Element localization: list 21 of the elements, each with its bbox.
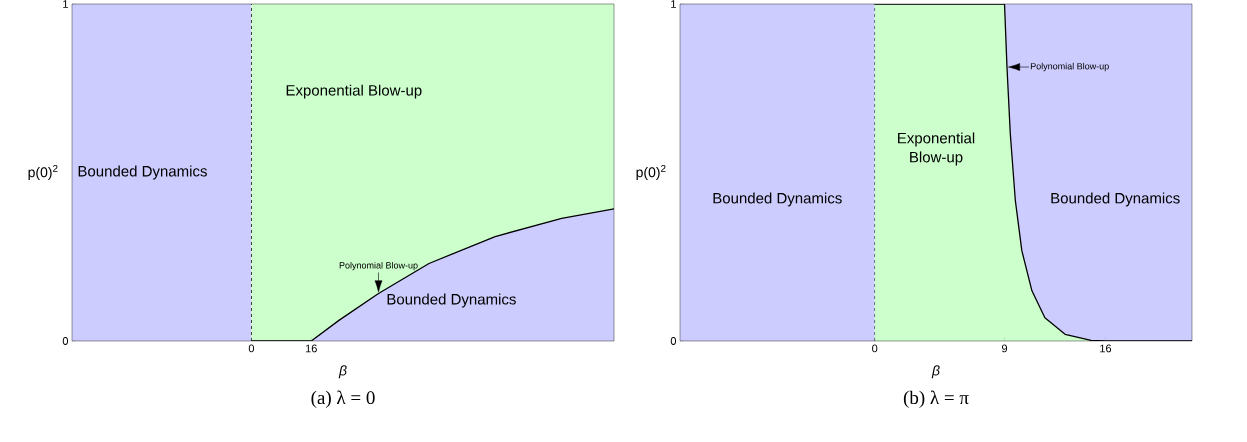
x-tick-label: 0 — [248, 344, 255, 353]
x-axis-title: β — [931, 365, 940, 379]
annotation: Exponential Blow-up — [898, 132, 975, 166]
x-tick-label: 16 — [1100, 344, 1112, 353]
annotation: Polynomial Blow-up — [339, 261, 418, 271]
x-tick-label: 0 — [872, 344, 878, 353]
x-tick-label: 9 — [1001, 344, 1008, 353]
annotation: Bounded Dynamics — [1051, 192, 1180, 207]
y-axis-title: p(0)$^{2}$ — [636, 165, 666, 180]
annotation: Exponential Blow-up — [286, 84, 422, 99]
y-axis-title: p(0)$^{2}$ — [28, 165, 58, 180]
y-tick-label: 1 — [671, 0, 676, 8]
text: (b) λ = π — [903, 390, 969, 408]
x-axis-title: β — [338, 365, 347, 379]
annotation: Bounded Dynamics — [387, 293, 516, 308]
x-tick-label: 16 — [305, 344, 317, 353]
annotation: Bounded Dynamics — [713, 192, 842, 207]
text: (a) λ = 0 — [311, 390, 375, 408]
annotation: Polynomial Blow-up — [1030, 62, 1109, 72]
y-tick-label: 1 — [63, 0, 68, 8]
annotation: Bounded Dynamics — [78, 165, 207, 180]
